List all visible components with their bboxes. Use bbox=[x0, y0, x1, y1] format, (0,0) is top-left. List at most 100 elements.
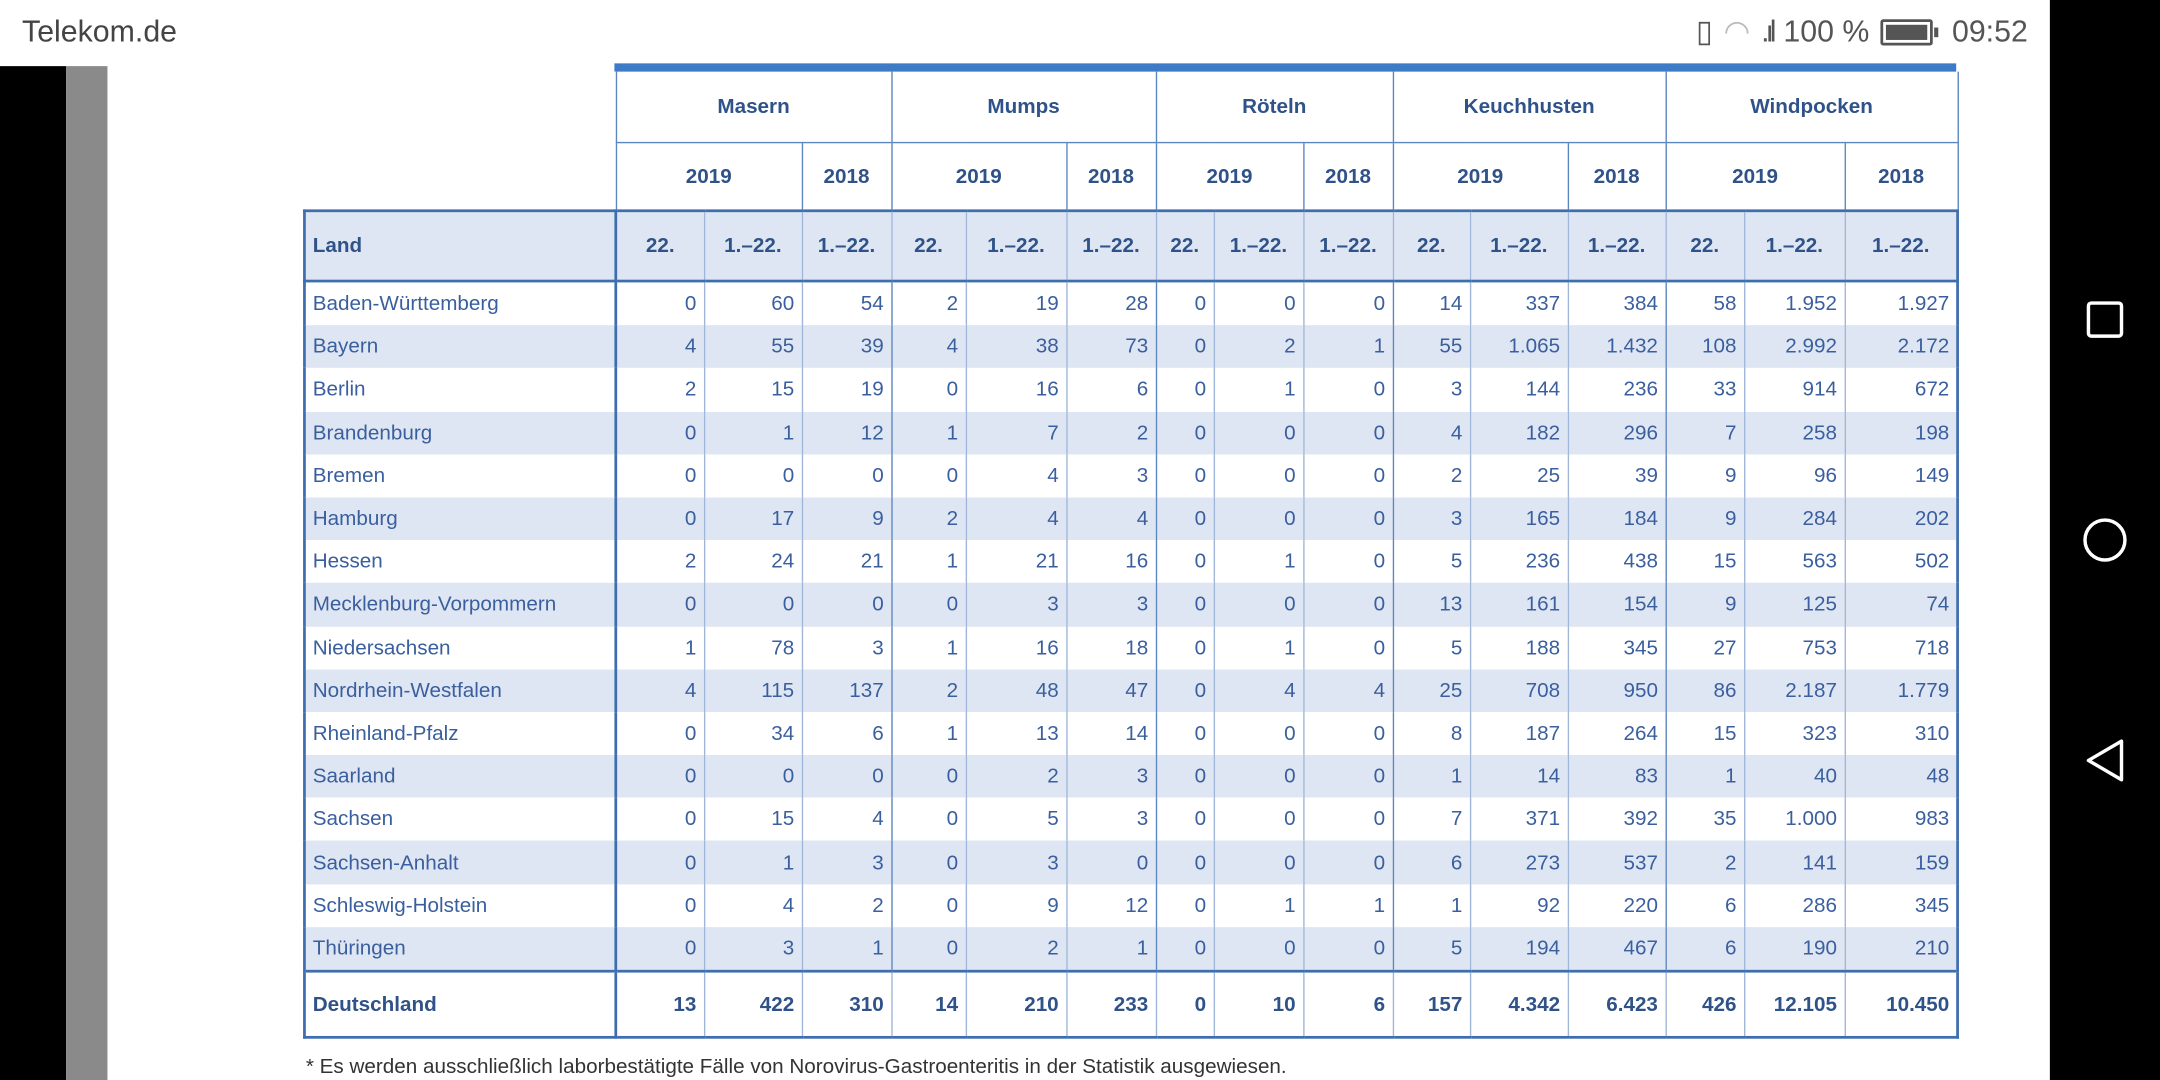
row-label: Baden-Württemberg bbox=[303, 281, 618, 326]
cell-value: 323 bbox=[1743, 712, 1845, 756]
home-circle-icon[interactable] bbox=[2080, 515, 2130, 565]
cell-value: 187 bbox=[1469, 712, 1568, 756]
cell-value: 25 bbox=[1392, 669, 1470, 713]
cell-value: 5 bbox=[965, 797, 1067, 841]
cell-value: 2 bbox=[890, 497, 966, 541]
cell-value: 0 bbox=[615, 755, 704, 798]
cell-value: 345 bbox=[1567, 626, 1666, 670]
cell-value: 0 bbox=[1302, 540, 1393, 584]
group-header-masern: Masern bbox=[615, 71, 892, 144]
cell-value: 202 bbox=[1843, 497, 1959, 541]
cell-value: 0 bbox=[1155, 926, 1214, 972]
cell-value: 60 bbox=[703, 281, 802, 326]
cell-value: 0 bbox=[1302, 926, 1393, 972]
cell-value: 0 bbox=[615, 454, 704, 498]
cell-value: 1 bbox=[801, 926, 892, 972]
cell-value: 1 bbox=[703, 411, 802, 455]
cell-value: 154 bbox=[1567, 583, 1666, 627]
group-header-keuchhusten: Keuchhusten bbox=[1392, 71, 1667, 144]
cell-value: 28 bbox=[1065, 281, 1156, 326]
cell-value: 2 bbox=[1664, 840, 1745, 884]
subcolumn-header: 22. bbox=[615, 209, 704, 283]
cell-value: 13 bbox=[1392, 583, 1470, 627]
cell-value: 0 bbox=[615, 797, 704, 841]
cell-value: 2 bbox=[615, 540, 704, 584]
cell-value: 258 bbox=[1743, 411, 1845, 455]
cell-value: 0 bbox=[1302, 755, 1393, 798]
table-row: Nordrhein-Westfalen 4 115 137 2 48 47 0 4 4 25 708 9… bbox=[303, 669, 1959, 713]
wifi-icon: ◠ bbox=[1723, 13, 1751, 49]
cell-value: 35 bbox=[1664, 797, 1745, 841]
cell-value: 55 bbox=[1392, 325, 1470, 369]
cell-value: 21 bbox=[801, 540, 892, 584]
cell-value: 2 bbox=[890, 669, 966, 713]
cell-value: 0 bbox=[615, 583, 704, 627]
cell-value: 5 bbox=[1392, 540, 1470, 584]
table-row: Hessen 2 24 21 1 21 16 0 1 0 5 236 438 15 563 502 bbox=[303, 540, 1959, 584]
cell-value: 0 bbox=[615, 281, 704, 326]
total-value: 157 bbox=[1392, 969, 1470, 1039]
cell-value: 0 bbox=[1302, 712, 1393, 756]
cell-value: 1 bbox=[1302, 325, 1393, 369]
year-header: 2018 bbox=[1843, 141, 1959, 212]
cell-value: 708 bbox=[1469, 669, 1568, 713]
recents-square-icon[interactable] bbox=[2080, 295, 2130, 345]
cell-value: 3 bbox=[1065, 797, 1156, 841]
cell-value: 24 bbox=[703, 540, 802, 584]
subcolumn-header: 1.–22. bbox=[703, 209, 802, 283]
table-row: Bremen 0 0 0 0 4 3 0 0 0 2 25 39 9 96 149 bbox=[303, 454, 1959, 498]
cell-value: 4 bbox=[1392, 411, 1470, 455]
back-triangle-icon[interactable] bbox=[2080, 736, 2130, 786]
cell-value: 0 bbox=[1155, 497, 1214, 541]
cell-value: 6 bbox=[1392, 840, 1470, 884]
cell-value: 7 bbox=[965, 411, 1067, 455]
cell-value: 310 bbox=[1843, 712, 1959, 756]
cell-value: 2.187 bbox=[1743, 669, 1845, 713]
subcolumn-header: 22. bbox=[1392, 209, 1470, 283]
cell-value: 125 bbox=[1743, 583, 1845, 627]
cell-value: 4 bbox=[965, 454, 1067, 498]
cell-value: 672 bbox=[1843, 368, 1959, 412]
cell-value: 0 bbox=[890, 797, 966, 841]
cell-value: 54 bbox=[801, 281, 892, 326]
row-label: Thüringen bbox=[303, 926, 618, 972]
cell-value: 273 bbox=[1469, 840, 1568, 884]
cell-value: 1.432 bbox=[1567, 325, 1666, 369]
subcolumn-header: 22. bbox=[890, 209, 966, 283]
subcolumn-header: 1.–22. bbox=[1065, 209, 1156, 283]
subcolumn-header: 1.–22. bbox=[1743, 209, 1845, 283]
cell-value: 16 bbox=[965, 368, 1067, 412]
total-label: Deutschland bbox=[303, 969, 618, 1039]
cell-value: 0 bbox=[703, 755, 802, 798]
total-value: 426 bbox=[1664, 969, 1745, 1039]
cell-value: 983 bbox=[1843, 797, 1959, 841]
cell-value: 19 bbox=[965, 281, 1067, 326]
cell-value: 38 bbox=[965, 325, 1067, 369]
cell-value: 0 bbox=[1212, 583, 1304, 627]
row-label: Berlin bbox=[303, 368, 618, 412]
cell-value: 188 bbox=[1469, 626, 1568, 670]
table-row: Rheinland-Pfalz 0 34 6 1 13 14 0 0 0 8 187 264 15 323 3… bbox=[303, 712, 1959, 756]
cell-value: 17 bbox=[703, 497, 802, 541]
cell-value: 502 bbox=[1843, 540, 1959, 584]
group-header-windpocken: Windpocken bbox=[1664, 71, 1959, 144]
cell-value: 284 bbox=[1743, 497, 1845, 541]
cell-value: 7 bbox=[1392, 797, 1470, 841]
cell-value: 914 bbox=[1743, 368, 1845, 412]
cell-value: 753 bbox=[1743, 626, 1845, 670]
cell-value: 438 bbox=[1567, 540, 1666, 584]
cell-value: 4 bbox=[703, 883, 802, 927]
cell-value: 78 bbox=[703, 626, 802, 670]
cell-value: 0 bbox=[1302, 797, 1393, 841]
cell-value: 15 bbox=[703, 368, 802, 412]
cell-value: 2.992 bbox=[1743, 325, 1845, 369]
cell-value: 0 bbox=[1302, 626, 1393, 670]
cell-value: 0 bbox=[1212, 497, 1304, 541]
cell-value: 0 bbox=[1155, 368, 1214, 412]
page-margin-strip bbox=[66, 66, 108, 1080]
cell-value: 182 bbox=[1469, 411, 1568, 455]
cell-value: 48 bbox=[965, 669, 1067, 713]
cell-value: 14 bbox=[1065, 712, 1156, 756]
total-value: 210 bbox=[965, 969, 1067, 1039]
cell-value: 4 bbox=[965, 497, 1067, 541]
